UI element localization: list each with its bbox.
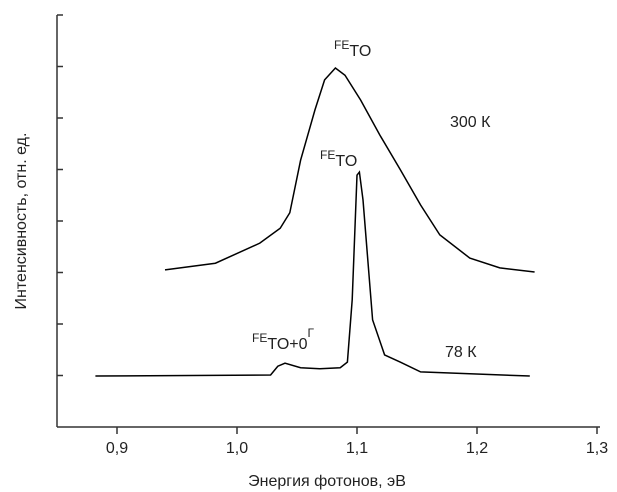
x-tick-label: 0,9: [106, 440, 128, 457]
annotation: FETO: [334, 38, 371, 60]
x-tick-label: 1,3: [586, 440, 608, 457]
annotation: FETO: [320, 148, 357, 170]
annotation-sub: TO: [349, 43, 371, 60]
annotation: FETO+0Г: [252, 326, 315, 353]
x-axis-label: Энергия фотонов, эВ: [248, 473, 406, 490]
annotation-sub: TO: [335, 153, 357, 170]
x-tick-label: 1,1: [346, 440, 368, 457]
series-line: [164, 67, 535, 273]
x-tick-label: 1,0: [226, 440, 248, 457]
annotation-text: FE: [252, 331, 267, 345]
series-label: 300 К: [450, 114, 491, 131]
annotation-text: FE: [320, 148, 335, 162]
annotation-text: FE: [334, 38, 349, 52]
y-axis-label: Интенсивность, отн. ед.: [13, 133, 30, 310]
x-tick-label: 1,2: [466, 440, 488, 457]
series-line: [95, 170, 530, 377]
annotation-sub: TO+0: [267, 336, 307, 353]
annotation-sup: Г: [308, 326, 315, 340]
series-label: 78 К: [445, 344, 477, 361]
